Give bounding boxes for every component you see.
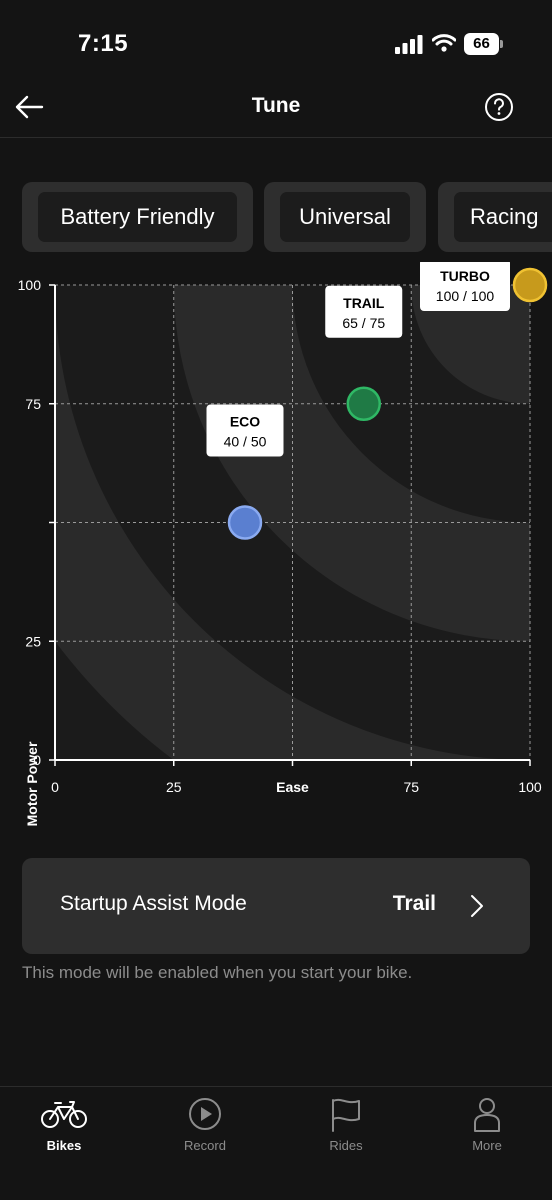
x-axis-label: Ease (276, 779, 309, 795)
preset-carousel[interactable]: Battery Friendly Universal Racing (0, 182, 552, 252)
trail-callout (325, 285, 403, 338)
tab-label: Bikes (46, 1138, 82, 1153)
status-time: 7:15 (78, 30, 129, 57)
x-tick-label: 0 (51, 779, 59, 795)
tab-record[interactable]: Record (155, 1087, 255, 1167)
chart-canvas[interactable]: 0 25 Ease 75 100 100 75 25 0 ECO 40 / 50 TRAIL 65 / … (0, 262, 552, 802)
preset-label: Racing (454, 192, 552, 242)
cellular-signal-icon (395, 35, 423, 54)
background-bands (55, 285, 530, 760)
wifi-icon (432, 34, 456, 52)
help-button[interactable] (484, 92, 514, 122)
x-tick-label: 75 (403, 779, 419, 795)
tab-label: Record (184, 1138, 226, 1153)
eco-point[interactable] (227, 505, 263, 540)
trail-point[interactable] (346, 386, 381, 421)
tab-bikes[interactable]: Bikes (14, 1087, 114, 1167)
turbo-callout (420, 262, 510, 311)
x-tick-label: 100 (518, 779, 542, 795)
tab-bar: Bikes Record Rides More (0, 1086, 552, 1200)
startup-assist-value: Trail (392, 892, 436, 915)
preset-battery-friendly[interactable]: Battery Friendly (22, 182, 253, 252)
tune-chart[interactable]: 0 25 Ease 75 100 100 75 25 0 ECO 40 / 50 TRAIL 65 / … (0, 262, 552, 826)
startup-assist-label: Startup Assist Mode (60, 892, 247, 915)
status-bar: 7:15 66 (0, 0, 552, 90)
trail-name-label: TRAIL (343, 295, 385, 311)
y-tick-label: 100 (18, 277, 42, 293)
page-title: Tune (251, 94, 301, 117)
play-circle-icon (189, 1098, 221, 1130)
question-circle-icon (485, 93, 513, 121)
nav-bar: Tune (0, 80, 552, 138)
trail-value-label: 65 / 75 (342, 315, 385, 331)
eco-callout (206, 404, 284, 457)
y-tick-label: 75 (25, 396, 41, 412)
battery-icon: 66 (464, 33, 504, 55)
tab-rides[interactable]: Rides (296, 1087, 396, 1167)
startup-assist-mode-row[interactable]: Startup Assist Mode Trail (22, 858, 530, 954)
flag-icon (332, 1098, 360, 1132)
turbo-name-label: TURBO (440, 268, 490, 284)
chevron-right-icon (471, 895, 483, 917)
startup-assist-hint: This mode will be enabled when you start… (22, 963, 413, 982)
battery-level: 66 (464, 33, 499, 55)
eco-value-label: 40 / 50 (224, 434, 267, 450)
person-icon (474, 1098, 500, 1132)
preset-racing[interactable]: Racing (438, 182, 552, 252)
preset-label: Battery Friendly (38, 192, 237, 242)
y-axis-label: Motor Power (24, 741, 40, 827)
tab-more[interactable]: More (437, 1087, 537, 1167)
y-tick-label: 0 (33, 752, 41, 768)
background-band (411, 285, 530, 404)
tab-label: Rides (329, 1138, 363, 1153)
y-tick-label: 25 (25, 633, 41, 649)
back-button[interactable] (12, 90, 46, 124)
x-tick-label: 25 (166, 779, 182, 795)
arrow-left-icon (15, 95, 44, 119)
preset-label: Universal (280, 192, 410, 242)
turbo-point[interactable] (512, 267, 548, 303)
tab-label: More (472, 1138, 502, 1153)
background-band (173, 285, 530, 642)
bike-icon (41, 1101, 87, 1128)
turbo-value-label: 100 / 100 (436, 288, 495, 304)
preset-universal[interactable]: Universal (264, 182, 426, 252)
eco-name-label: ECO (230, 414, 260, 430)
